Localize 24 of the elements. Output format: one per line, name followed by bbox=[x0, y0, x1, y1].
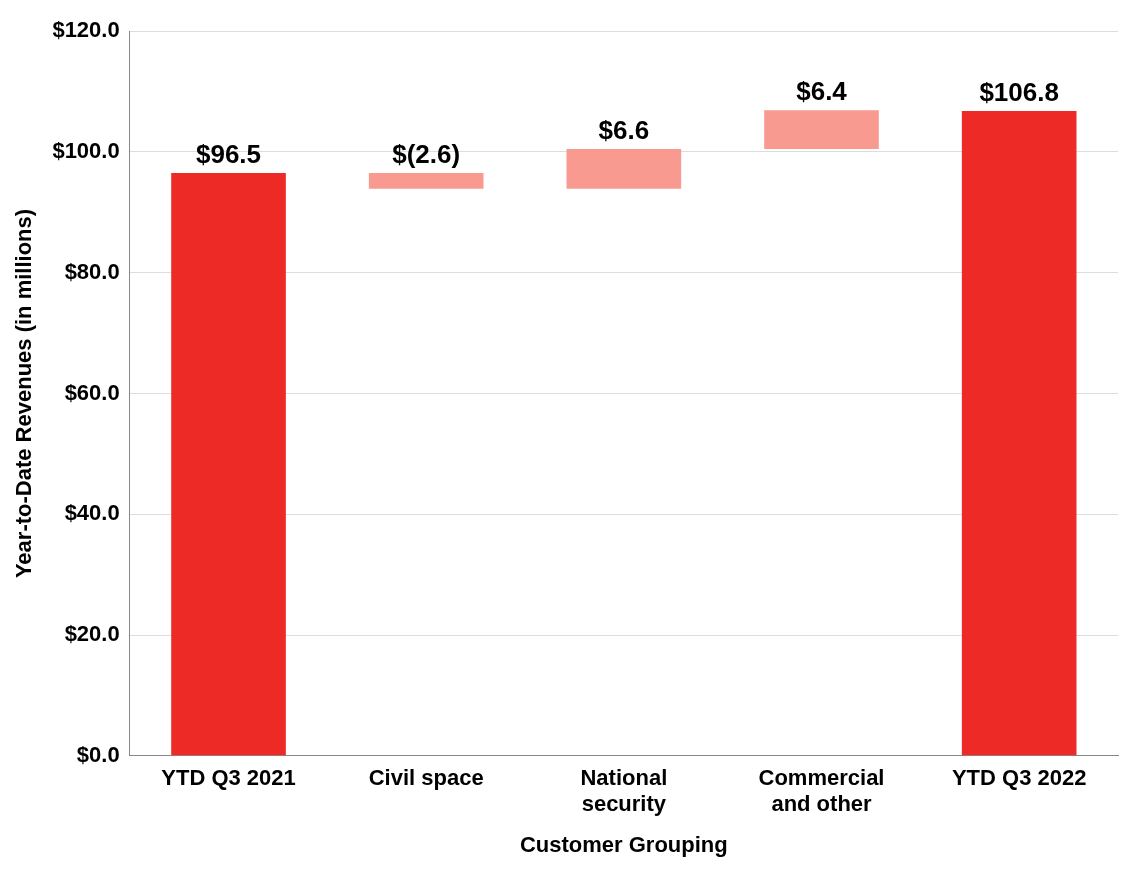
bar bbox=[368, 173, 484, 189]
data-label: $96.5 bbox=[195, 139, 262, 170]
bar bbox=[961, 110, 1077, 756]
x-tick-label: YTD Q3 2022 bbox=[951, 765, 1087, 791]
x-tick-label: Civil space bbox=[368, 765, 484, 791]
x-axis-title: Customer Grouping bbox=[519, 831, 728, 857]
y-tick-label: $0.0 bbox=[76, 741, 120, 767]
data-label: $6.6 bbox=[598, 115, 650, 146]
x-tick-label: YTD Q3 2021 bbox=[161, 765, 296, 791]
y-tick-label: $20.0 bbox=[64, 621, 120, 647]
y-tick-label: $80.0 bbox=[64, 258, 120, 284]
data-label: $6.4 bbox=[796, 76, 848, 107]
x-tick-label: National security bbox=[580, 765, 668, 817]
x-tick-label: Commercial and other bbox=[758, 765, 885, 817]
y-tick-label: $40.0 bbox=[64, 500, 120, 526]
data-label: $106.8 bbox=[979, 77, 1059, 108]
data-label: $(2.6) bbox=[392, 139, 461, 170]
y-tick-label: $100.0 bbox=[52, 138, 120, 164]
y-axis-title: Year-to-Date Revenues (in millions) bbox=[11, 208, 37, 579]
bar bbox=[566, 148, 682, 189]
y-tick-label: $60.0 bbox=[64, 379, 120, 405]
y-tick-label: $120.0 bbox=[52, 17, 120, 43]
bar bbox=[764, 110, 879, 149]
bar bbox=[171, 173, 286, 756]
